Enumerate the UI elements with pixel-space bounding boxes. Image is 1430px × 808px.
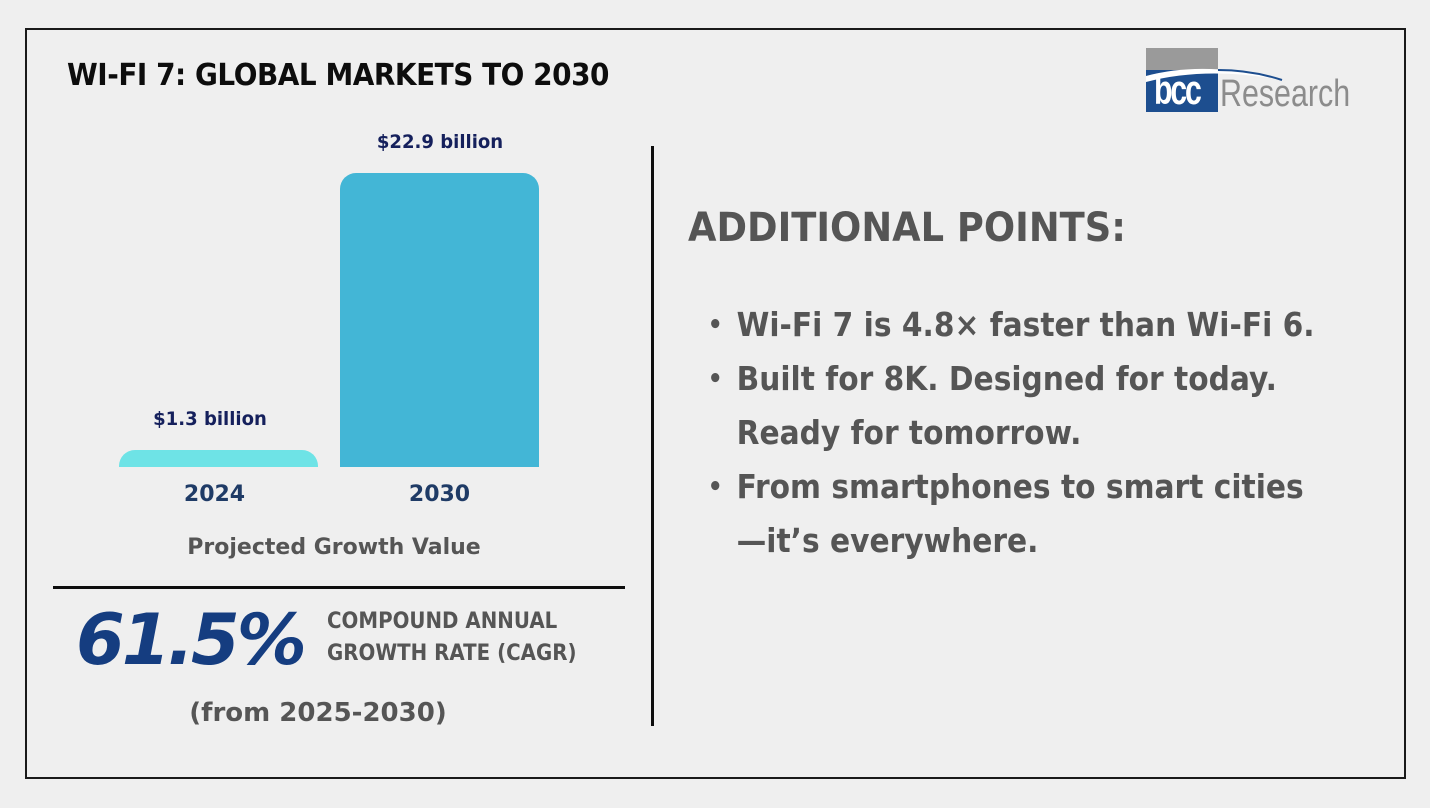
point-item: • Built for 8K. Designed for today. Read… [706, 352, 1390, 460]
cagr-label-line1: COMPOUND ANNUAL [327, 609, 558, 634]
bcc-research-logo: bcc Research [1146, 48, 1356, 118]
point-item: • From smartphones to smart cities —it’s… [706, 460, 1390, 568]
cagr-label: COMPOUND ANNUAL GROWTH RATE (CAGR) [327, 606, 577, 670]
point-text: Wi-Fi 7 is 4.8× faster than Wi-Fi 6. [736, 305, 1315, 344]
point-text: From smartphones to smart cities [736, 467, 1304, 506]
bullet-icon: • [707, 472, 723, 502]
slide-frame [25, 28, 1406, 779]
logo-wordmark: Research [1220, 73, 1351, 115]
cagr-label-line2: GROWTH RATE (CAGR) [327, 641, 577, 666]
vertical-divider [651, 146, 654, 726]
point-text: Built for 8K. Designed for today. [736, 359, 1277, 398]
bullet-icon: • [707, 310, 723, 340]
point-text-continued: —it’s everywhere. [736, 521, 1039, 560]
bar-data-label-2024: $1.3 billion [152, 408, 267, 430]
cagr-value: 61.5% [76, 599, 307, 681]
logo-swoosh-icon [1146, 68, 1283, 82]
x-tick-label-2024: 2024 [183, 482, 246, 507]
point-item: • Wi-Fi 7 is 4.8× faster than Wi-Fi 6. [706, 298, 1390, 352]
logo-mark: bcc [1154, 66, 1202, 113]
logo-grey-block [1146, 48, 1218, 70]
additional-points-heading: ADDITIONAL POINTS: [688, 205, 1126, 251]
cagr-period: (from 2025-2030) [189, 698, 447, 728]
bar-data-label-2030: $22.9 billion [376, 131, 503, 153]
bar-2024 [119, 450, 318, 467]
horizontal-divider [53, 586, 625, 589]
additional-points-list: • Wi-Fi 7 is 4.8× faster than Wi-Fi 6. •… [706, 298, 1386, 568]
bullet-icon: • [707, 364, 723, 394]
bar-2030 [340, 173, 539, 467]
x-tick-label-2030: 2030 [408, 482, 471, 507]
chart-x-axis-label: Projected Growth Value [187, 535, 481, 560]
point-text-continued: Ready for tomorrow. [736, 413, 1082, 452]
page-title: WI-FI 7: GLOBAL MARKETS TO 2030 [67, 58, 609, 93]
